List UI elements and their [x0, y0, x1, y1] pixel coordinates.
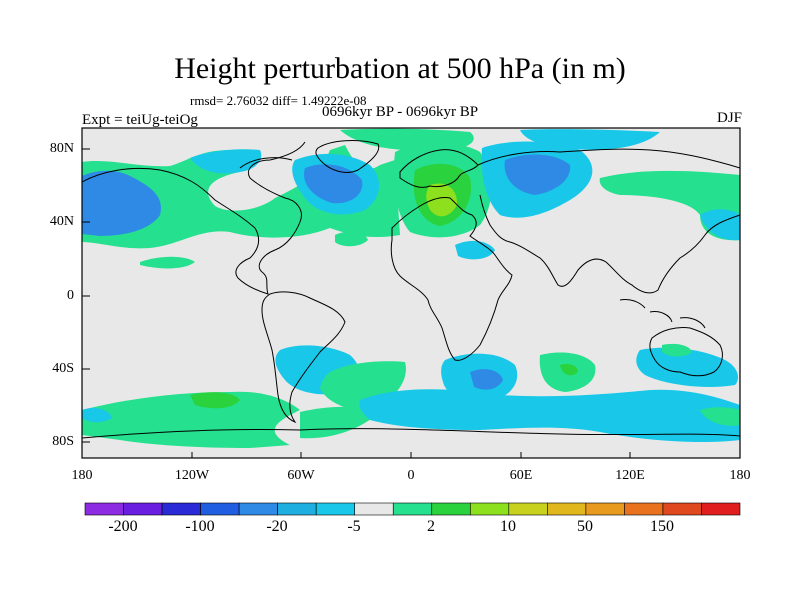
colorbar-swatch [508, 502, 548, 516]
colorbar-swatch [547, 502, 587, 516]
lat-label-40s: 40S [52, 361, 74, 376]
colorbar-label: -100 [185, 518, 215, 535]
lon-label-120e: 120E [615, 468, 645, 483]
colorbar-swatch [238, 502, 278, 516]
colorbar-swatch [354, 502, 394, 516]
colorbar-swatch [431, 502, 471, 516]
colorbar-swatch [123, 502, 163, 516]
coastlines [81, 140, 741, 439]
lat-label-80n: 80N [49, 141, 74, 156]
lon-label-120w: 120W [174, 468, 210, 483]
colorbar-swatch [161, 502, 201, 516]
colorbar-swatch [392, 502, 433, 516]
colorbar-label: -20 [266, 518, 288, 535]
lon-label-180w: 180 [71, 468, 93, 483]
colorbar-swatch [585, 502, 625, 516]
colorbar-label: 10 [500, 518, 516, 535]
colorbar-swatch [624, 502, 664, 516]
axis-ticks [81, 148, 741, 458]
colorbar [84, 502, 741, 516]
colorbar-label: 2 [427, 518, 435, 535]
lon-label-60w: 60W [287, 468, 315, 483]
experiment-label: Expt = teiUg-teiOg [82, 112, 198, 128]
period-label: 0696kyr BP - 0696kyr BP [322, 104, 479, 120]
colorbar-swatch [277, 502, 317, 516]
lat-label-80s: 80S [52, 434, 74, 449]
colorbar-swatch [84, 502, 124, 516]
season-label: DJF [716, 110, 742, 126]
lat-label-0: 0 [67, 288, 74, 303]
map-panel [81, 127, 741, 459]
colorbar-label: 50 [577, 518, 593, 535]
colorbar-swatch [662, 502, 702, 516]
lon-label-0: 0 [407, 468, 415, 483]
lon-label-180e: 180 [729, 468, 751, 483]
colorbar-label: 150 [650, 518, 674, 535]
stats-text: rmsd= 2.76032 diff= 1.49222e-08 [190, 93, 367, 108]
contour-fills [82, 128, 740, 448]
colorbar-swatch [315, 502, 356, 516]
colorbar-swatch [200, 502, 240, 516]
lon-label-60e: 60E [509, 468, 533, 483]
lat-label-40n: 40N [49, 214, 74, 229]
map-title: Height perturbation at 500 hPa (in m) [174, 52, 626, 85]
colorbar-label: -200 [108, 518, 138, 535]
colorbar-label: -5 [347, 518, 361, 535]
colorbar-swatch [701, 502, 741, 516]
colorbar-swatch [469, 502, 510, 516]
